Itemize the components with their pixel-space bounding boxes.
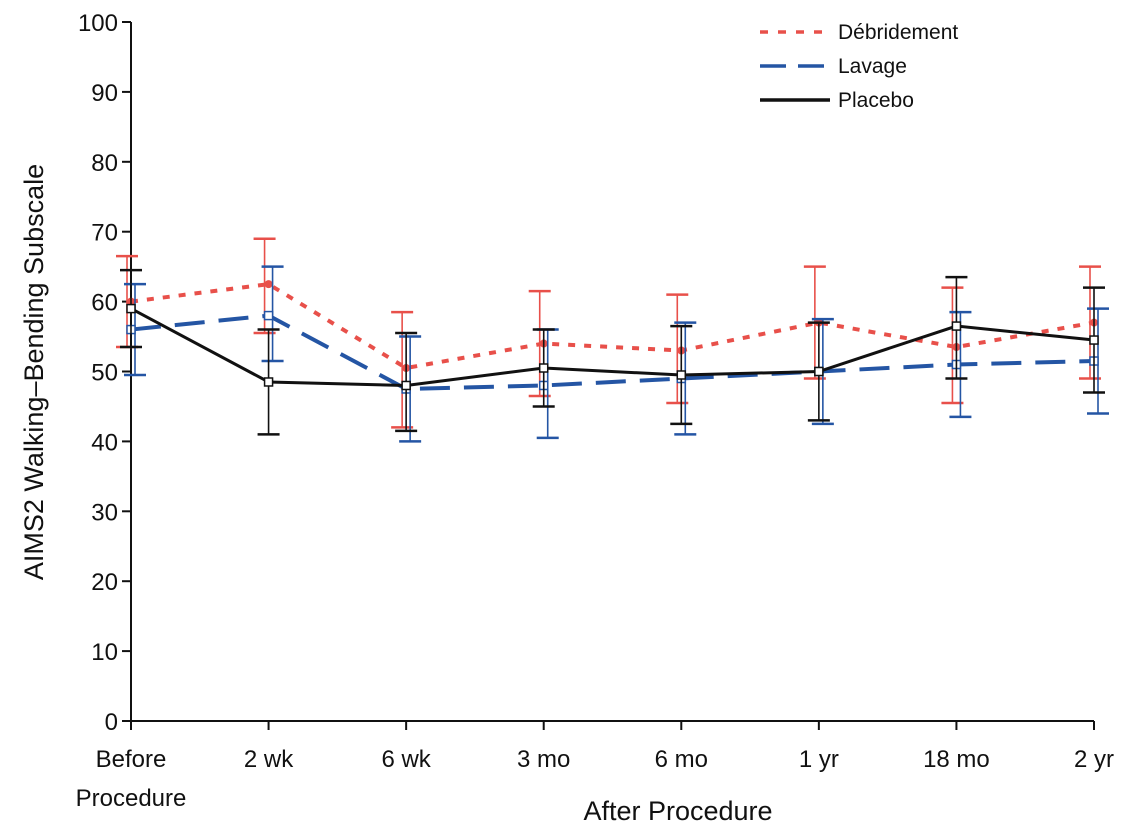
legend-label: Lavage	[838, 55, 907, 78]
x-tick-label: 2 wk	[244, 746, 294, 773]
data-point	[401, 380, 411, 391]
data-point	[126, 303, 136, 314]
data-point	[263, 310, 274, 321]
legend-label: Débridement	[838, 21, 958, 44]
y-tick-label: 100	[78, 10, 118, 37]
legend: Débridement Lavage Placebo	[760, 21, 958, 112]
x-tick-label: 18 mo	[923, 746, 990, 773]
y-tick-label: 70	[91, 220, 118, 247]
x-tick-label: Before Procedure	[76, 746, 187, 812]
y-axis-ticks: 0 10 20 30 40 50 60 70 80 90 100	[78, 10, 131, 736]
data-point	[1089, 335, 1099, 345]
data-point	[263, 377, 274, 387]
y-tick-label: 80	[91, 150, 118, 177]
x-tick-label: 1 yr	[799, 746, 839, 773]
data-point	[676, 370, 687, 380]
y-tick-label: 10	[91, 639, 118, 666]
series-line	[130, 307, 1095, 387]
y-tick-label: 20	[91, 569, 118, 596]
x-axis-title: After Procedure	[583, 796, 772, 826]
x-tick-label: 3 mo	[517, 746, 570, 773]
x-tick-label: 6 mo	[655, 746, 708, 773]
data-point	[951, 321, 962, 331]
data-point	[538, 363, 549, 373]
series-lavage	[124, 265, 1109, 443]
y-tick-label: 40	[91, 429, 118, 456]
y-tick-label: 0	[105, 709, 118, 736]
series-group	[116, 237, 1109, 443]
legend-label: Placebo	[838, 89, 914, 112]
series-line	[130, 282, 1095, 371]
data-point	[264, 280, 273, 289]
x-tick-label: 6 wk	[381, 746, 431, 773]
y-tick-label: 60	[91, 290, 118, 317]
y-tick-label: 30	[91, 499, 118, 526]
series-placebo	[120, 268, 1105, 436]
y-tick-label: 90	[91, 80, 118, 107]
x-tick-label: 2 yr	[1074, 746, 1114, 773]
series-line	[130, 313, 1095, 391]
x-axis-ticks: Before Procedure 2 wk 6 wk 3 mo 6 mo 1 yr 18 mo…	[76, 721, 1114, 812]
y-tick-label: 50	[91, 360, 118, 387]
data-point	[814, 366, 824, 377]
y-axis-title: AIMS2 Walking–Bending Subscale	[19, 164, 49, 580]
